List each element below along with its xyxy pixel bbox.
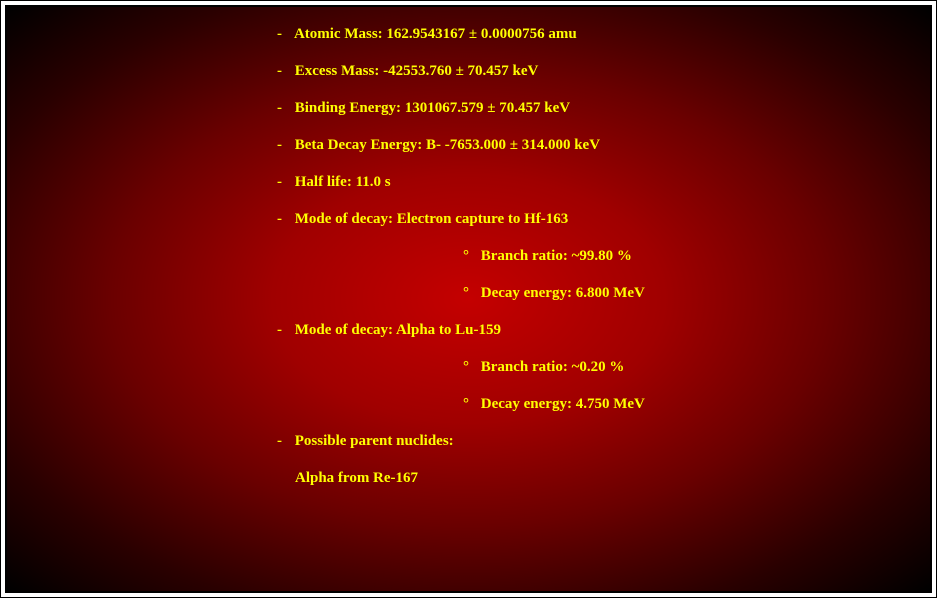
beta-decay-line: - Beta Decay Energy: B- -7653.000 ± 314.… [277, 136, 930, 154]
decay2-energy-text: Decay energy: 4.750 MeV [481, 396, 645, 412]
bullet-dash: - [277, 136, 291, 154]
bullet-dash: - [277, 173, 291, 191]
decay2-line: - Mode of decay: Alpha to Lu-159 [277, 321, 930, 339]
parent1-line: Alpha from Re-167 [295, 469, 930, 487]
bullet-dash: - [277, 25, 291, 43]
atomic-mass-line: - Atomic Mass: 162.9543167 ± 0.0000756 a… [277, 25, 930, 43]
decay1-branch-text: Branch ratio: ~99.80 % [481, 248, 632, 264]
bullet-degree: ° [463, 247, 477, 265]
decay1-line: - Mode of decay: Electron capture to Hf-… [277, 210, 930, 228]
half-life-text: Half life: 11.0 s [295, 174, 391, 190]
binding-energy-text: Binding Energy: 1301067.579 ± 70.457 keV [295, 100, 570, 116]
possible-parents-line: - Possible parent nuclides: [277, 432, 930, 450]
decay2-label: Mode of decay: Alpha to Lu-159 [295, 322, 501, 338]
binding-energy-line: - Binding Energy: 1301067.579 ± 70.457 k… [277, 99, 930, 117]
decay2-branch-line: ° Branch ratio: ~0.20 % [463, 358, 930, 376]
decay1-branch-line: ° Branch ratio: ~99.80 % [463, 247, 930, 265]
decay2-branch-text: Branch ratio: ~0.20 % [481, 359, 625, 375]
decay1-energy-line: ° Decay energy: 6.800 MeV [463, 284, 930, 302]
beta-decay-text: Beta Decay Energy: B- -7653.000 ± 314.00… [295, 137, 600, 153]
bullet-dash: - [277, 62, 291, 80]
parent1-text: Alpha from Re-167 [295, 470, 418, 486]
bullet-degree: ° [463, 395, 477, 413]
possible-parents-text: Possible parent nuclides: [295, 433, 454, 449]
decay1-energy-text: Decay energy: 6.800 MeV [481, 285, 645, 301]
bullet-degree: ° [463, 358, 477, 376]
decay1-label: Mode of decay: Electron capture to Hf-16… [295, 211, 569, 227]
bullet-degree: ° [463, 284, 477, 302]
bullet-dash: - [277, 321, 291, 339]
bullet-dash: - [277, 432, 291, 450]
excess-mass-line: - Excess Mass: -42553.760 ± 70.457 keV [277, 62, 930, 80]
decay2-energy-line: ° Decay energy: 4.750 MeV [463, 395, 930, 413]
bullet-dash: - [277, 99, 291, 117]
outer-frame: - Atomic Mass: 162.9543167 ± 0.0000756 a… [0, 0, 937, 598]
atomic-mass-text: Atomic Mass: 162.9543167 ± 0.0000756 amu [294, 26, 577, 42]
half-life-line: - Half life: 11.0 s [277, 173, 930, 191]
content-block: - Atomic Mass: 162.9543167 ± 0.0000756 a… [277, 25, 930, 487]
bullet-dash: - [277, 210, 291, 228]
inner-frame: - Atomic Mass: 162.9543167 ± 0.0000756 a… [5, 5, 932, 593]
excess-mass-text: Excess Mass: -42553.760 ± 70.457 keV [295, 63, 539, 79]
